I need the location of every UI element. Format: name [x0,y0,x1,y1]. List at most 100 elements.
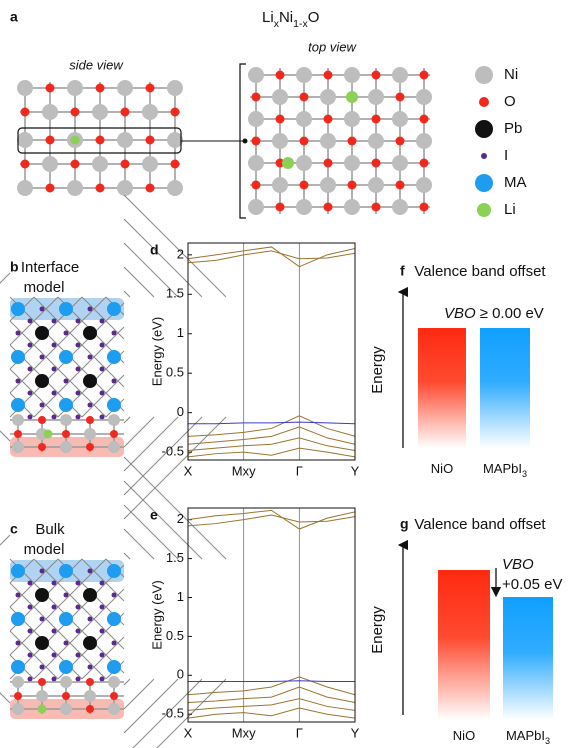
i-atom [88,403,93,408]
band-line [188,422,355,424]
li-atom [44,430,53,439]
o-atom [46,136,55,145]
i-atom [112,641,117,646]
ni-atom [368,89,384,105]
ma-atom [107,612,121,626]
i-atom [64,641,69,646]
band-line [188,687,355,703]
i-atom [52,367,57,372]
panel-letter: b [10,259,19,275]
band-line [188,681,355,682]
o-atom [348,137,357,146]
legend-label: I [504,147,508,164]
panel-title: model [24,541,65,558]
i-atom [76,581,81,586]
pb-atom [35,374,49,388]
y-tick-label: -0.5 [162,444,184,459]
ni-atom [320,133,336,149]
bar-label-part: MAPbI [506,728,545,743]
bond [124,417,154,447]
i-atom [52,415,57,420]
vbo-value: +0.05 eV [502,576,562,593]
ni-atom [142,156,158,172]
ma-atom [11,350,25,364]
ni-atom [248,67,264,83]
o-atom [38,678,46,686]
panel-letter: e [150,507,158,523]
i-atom [76,415,81,420]
bar-label-part: NiO [431,461,453,476]
o-atom [21,108,30,117]
i-atom [100,605,105,610]
o-atom [396,181,405,190]
band-line [188,438,355,451]
o-atom [372,71,381,80]
i-atom [64,379,69,384]
i-atom [52,605,57,610]
i-atom [76,629,81,634]
o-atom [86,416,94,424]
o-atom [171,160,180,169]
o-atom [121,160,130,169]
ni-atom [92,104,108,120]
band-bar [503,597,553,720]
y-tick-label: 2 [177,246,184,261]
o-atom [46,84,55,93]
o-atom [420,159,429,168]
o-atom [62,430,70,438]
ni-atom [167,180,183,196]
o-atom [38,443,46,451]
pb-atom [35,588,49,602]
ma-atom [59,660,73,674]
ni-atom [117,80,133,96]
ni-atom [248,111,264,127]
i-atom [28,319,33,324]
x-tick-label: Mxy [232,725,256,740]
axis-label: Energy [369,606,386,654]
o-atom [396,93,405,102]
o-atom [71,108,80,117]
i-atom [76,653,81,658]
band-line [188,247,355,267]
pb-atom [83,374,97,388]
i-atom [16,379,21,384]
band-line [188,251,355,263]
legend-marker [475,120,493,138]
bar-label-part: NiO [453,728,475,743]
ni-atom [142,104,158,120]
o-atom [14,430,22,438]
panel-title-part: 1-x [293,18,308,30]
bond [124,417,130,423]
ni-atom [248,199,264,215]
bar-label: NiO [431,461,453,476]
i-atom [52,629,57,634]
bond [0,417,10,441]
figure: aLixNi1-xOside viewtop viewNiOPbIMALibIn… [0,0,572,748]
bond [124,291,130,297]
panel-title: Valence band offset [414,516,546,533]
ni-atom [368,133,384,149]
ni-atom [17,80,33,96]
ni-atom [296,67,312,83]
plot-frame [188,508,355,722]
band-line [188,699,355,711]
axis-label: Energy [369,346,386,394]
vbo-value: ≥ 0.00 eV [480,305,544,322]
i-atom [100,343,105,348]
i-atom [76,605,81,610]
ni-atom [272,133,288,149]
vbo-text: VBO≥ 0.00 eV [444,305,544,322]
x-tick-label: Y [351,463,360,478]
view-label: side view [69,57,124,72]
ma-atom [107,350,121,364]
y-tick-label: 0.5 [166,365,184,380]
y-tick-label: 1 [177,325,184,340]
o-atom [300,181,309,190]
ni-atom [12,414,24,426]
panel-letter: f [400,263,405,279]
ma-atom [107,660,121,674]
pb-atom [35,326,49,340]
ni-atom [12,441,24,453]
o-atom [324,159,333,168]
ni-atom [344,67,360,83]
